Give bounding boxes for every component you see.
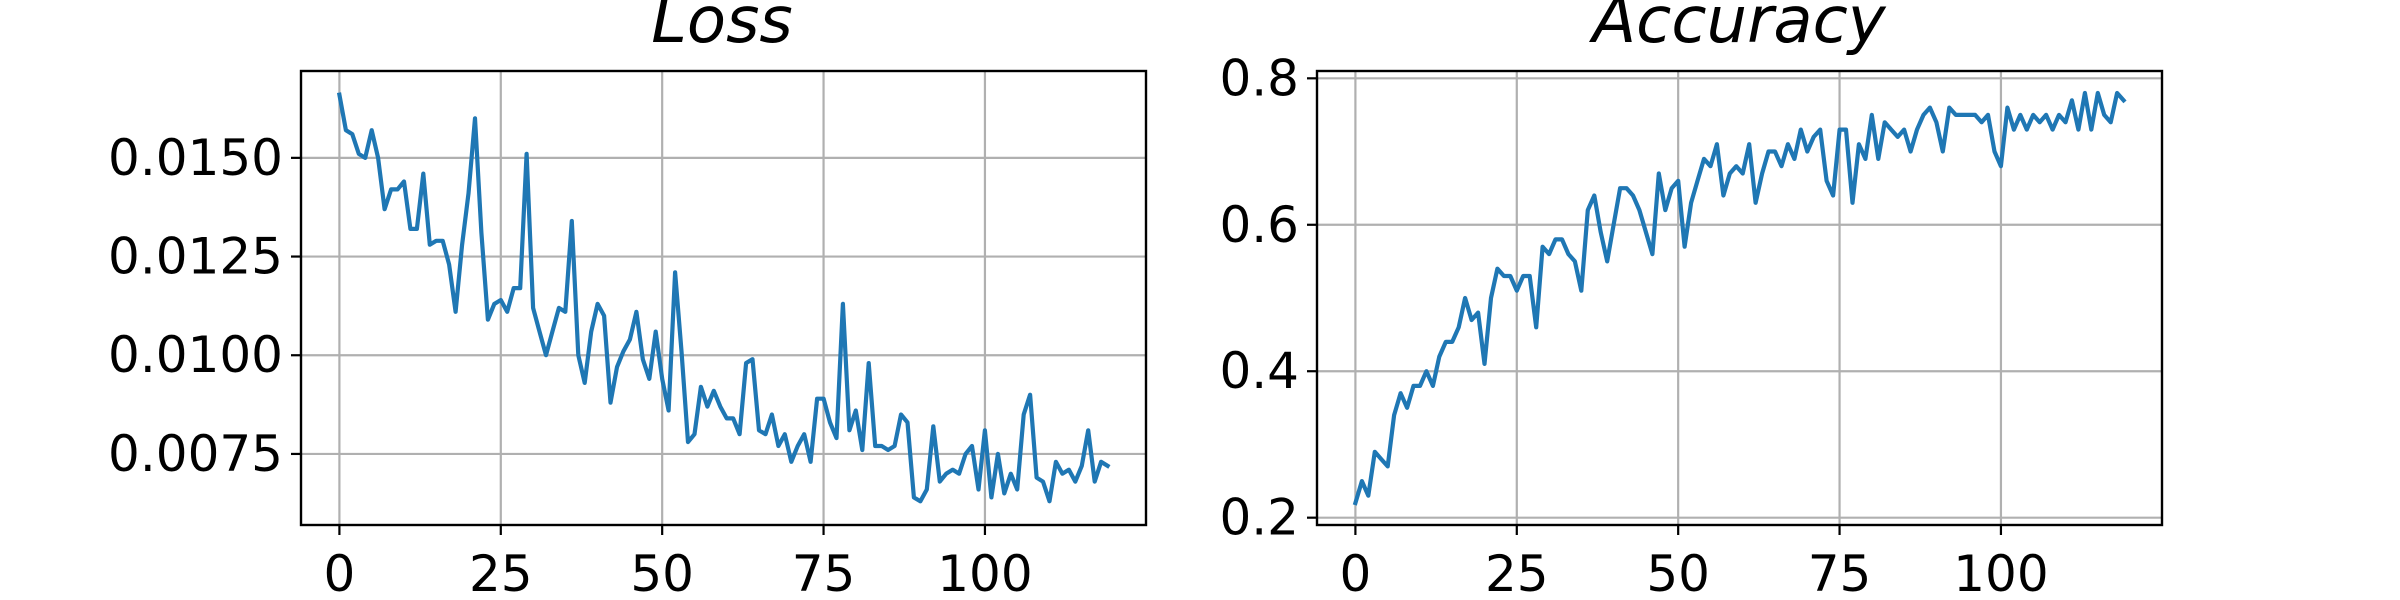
- accuracy-y-tick-label: 0.8: [1219, 49, 1299, 107]
- accuracy-grid: [1317, 71, 2162, 525]
- accuracy-y-tick-label: 0.2: [1219, 489, 1299, 547]
- loss-series-line: [336, 92, 1111, 504]
- accuracy-x-tick-label: 75: [1808, 545, 1872, 600]
- accuracy-axes-frame: [1315, 69, 2164, 527]
- loss-x-tick-label: 100: [937, 545, 1032, 600]
- loss-x-tick-label: 0: [324, 545, 356, 600]
- accuracy-y-tick-label: 0.6: [1219, 196, 1299, 254]
- loss-y-tick-label: 0.0150: [108, 129, 283, 187]
- loss-axes-frame: [299, 69, 1148, 527]
- accuracy-y-tick-label: 0.4: [1219, 342, 1299, 400]
- loss-x-tick-label: 75: [792, 545, 856, 600]
- loss-title: Loss: [651, 0, 793, 58]
- loss-x-tick-label: 50: [630, 545, 694, 600]
- accuracy-x-tick-label: 100: [1953, 545, 2048, 600]
- accuracy-series-line: [1352, 90, 2127, 506]
- loss-y-tick-label: 0.0125: [108, 228, 283, 286]
- accuracy-x-tick-label: 0: [1340, 545, 1372, 600]
- loss-ticks: 0 25 50 75 100 0.0075 0.0100 0.0125 0.0150: [108, 129, 1033, 600]
- loss-y-tick-label: 0.0075: [108, 425, 283, 483]
- accuracy-subplot: Accuracy 0 25 50 75 100 0.2 0.4 0.6 0.8: [1219, 0, 2164, 600]
- accuracy-x-tick-label: 25: [1485, 545, 1549, 600]
- accuracy-line-series: [1352, 90, 2127, 506]
- accuracy-ticks: 0 25 50 75 100 0.2 0.4 0.6 0.8: [1219, 49, 2048, 600]
- accuracy-x-tick-label: 50: [1646, 545, 1710, 600]
- accuracy-title: Accuracy: [1588, 0, 1886, 58]
- loss-x-tick-label: 25: [469, 545, 533, 600]
- loss-subplot: Loss 0 25 50 75 100 0.0075 0.0100 0.0125 0.0150: [108, 0, 1148, 600]
- loss-line-series: [336, 92, 1111, 504]
- loss-y-tick-label: 0.0100: [108, 326, 283, 384]
